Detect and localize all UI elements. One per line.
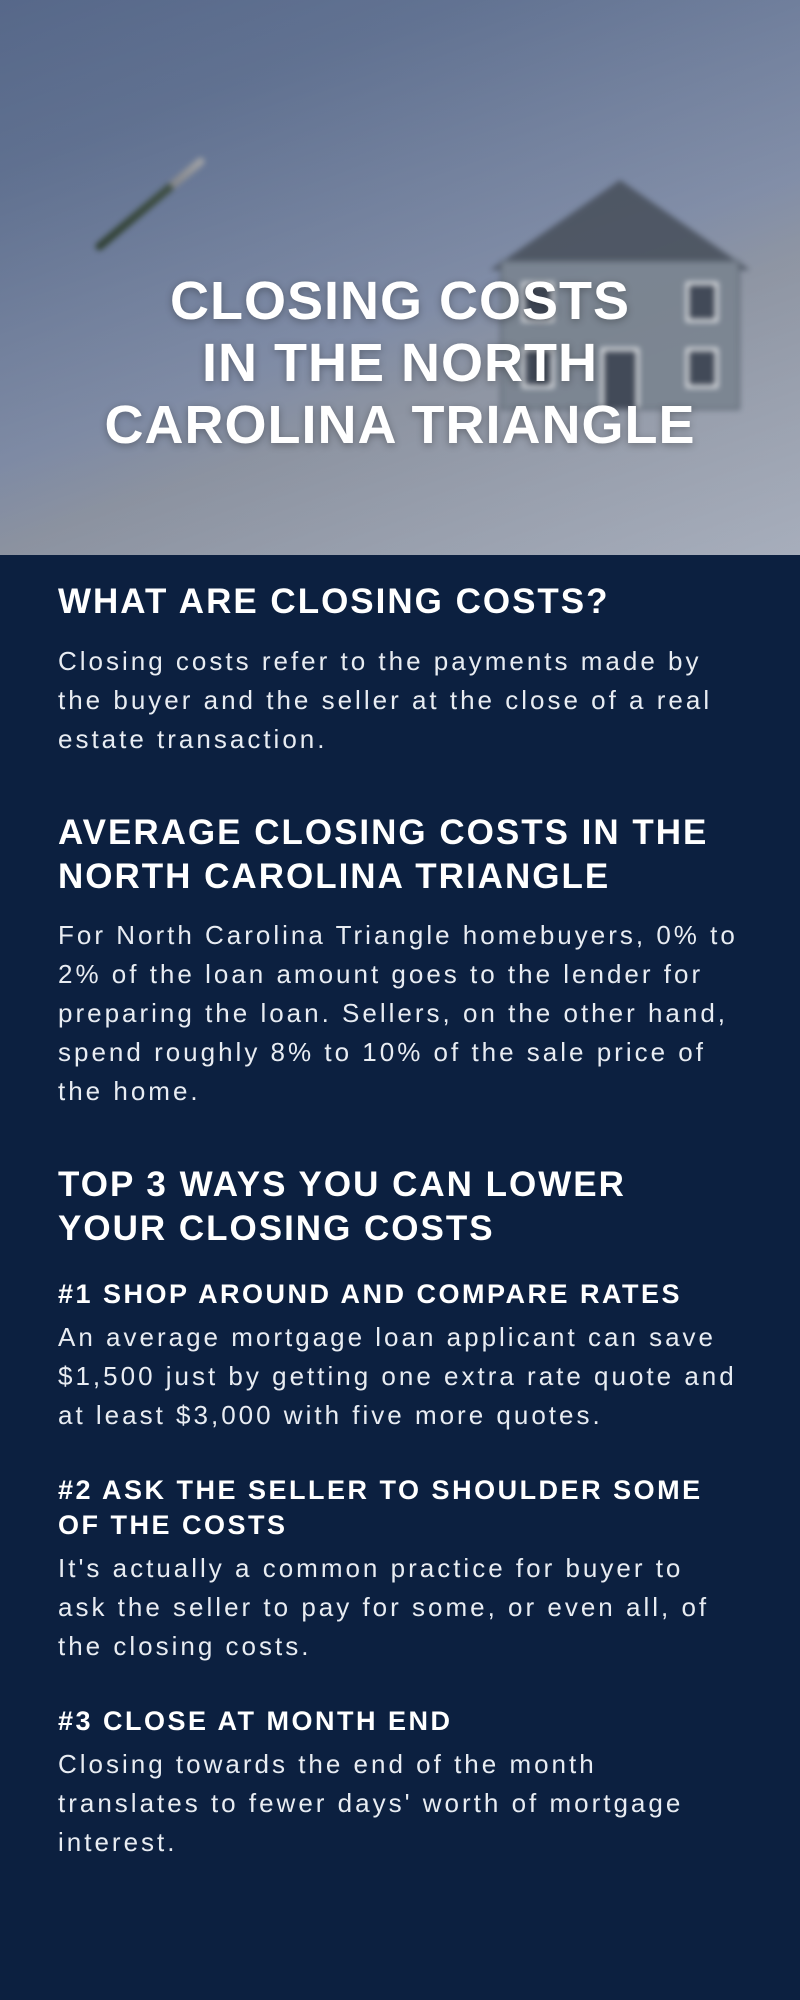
tip-item: #1 SHOP AROUND AND COMPARE RATES An aver… — [58, 1277, 742, 1435]
section-body: For North Carolina Triangle homebuyers, … — [58, 916, 742, 1111]
section-what-are: WHAT ARE CLOSING COSTS? Closing costs re… — [58, 580, 742, 759]
section-body: Closing costs refer to the payments made… — [58, 642, 742, 759]
tip-body: It's actually a common practice for buye… — [58, 1549, 742, 1666]
tip-heading: #2 ASK THE SELLER TO SHOULDER SOME OF TH… — [58, 1473, 742, 1543]
hero-title-line3: CAROLINA TRIANGLE — [105, 395, 696, 455]
section-average: AVERAGE CLOSING COSTS IN THE NORTH CAROL… — [58, 811, 742, 1112]
tip-body: Closing towards the end of the month tra… — [58, 1745, 742, 1862]
house-roof — [490, 180, 750, 270]
tip-item: #2 ASK THE SELLER TO SHOULDER SOME OF TH… — [58, 1473, 742, 1666]
tip-body: An average mortgage loan applicant can s… — [58, 1318, 742, 1435]
hero-title-line1: CLOSING COSTS — [170, 271, 630, 331]
section-heading: TOP 3 WAYS YOU CAN LOWER YOUR CLOSING CO… — [58, 1163, 742, 1251]
pen-illustration — [94, 156, 206, 252]
section-top3: TOP 3 WAYS YOU CAN LOWER YOUR CLOSING CO… — [58, 1163, 742, 1862]
hero-title: CLOSING COSTS IN THE NORTH CAROLINA TRIA… — [0, 270, 800, 456]
section-heading: AVERAGE CLOSING COSTS IN THE NORTH CAROL… — [58, 811, 742, 899]
tip-heading: #1 SHOP AROUND AND COMPARE RATES — [58, 1277, 742, 1312]
tip-item: #3 CLOSE AT MONTH END Closing towards th… — [58, 1704, 742, 1862]
content-area: WHAT ARE CLOSING COSTS? Closing costs re… — [0, 555, 800, 1994]
hero-title-line2: IN THE NORTH — [202, 333, 598, 393]
tip-heading: #3 CLOSE AT MONTH END — [58, 1704, 742, 1739]
section-heading: WHAT ARE CLOSING COSTS? — [58, 580, 742, 624]
hero-section: CLOSING COSTS IN THE NORTH CAROLINA TRIA… — [0, 0, 800, 555]
